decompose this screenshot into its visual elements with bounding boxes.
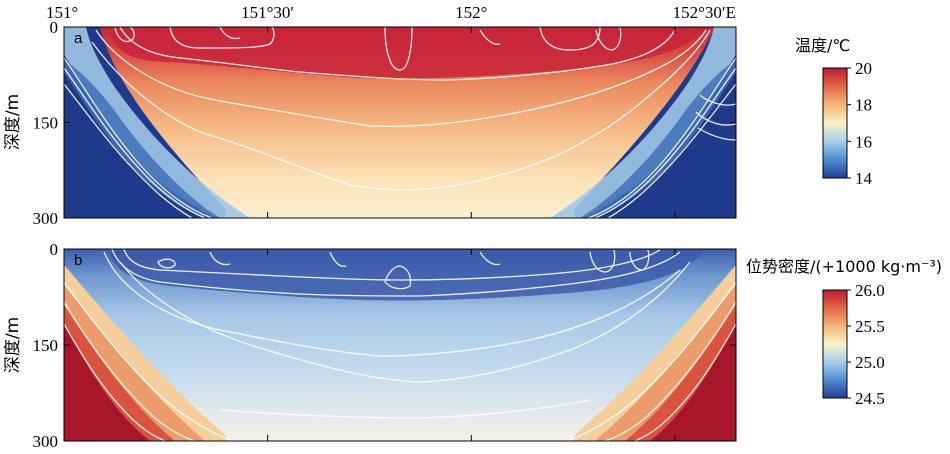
panel-a-letter: a <box>74 30 83 47</box>
panel-a-y-tick-label-1: 150 <box>33 114 59 133</box>
panel-b-y-tick-label-0: 0 <box>50 240 59 259</box>
colorbar-b-tick-label-0: 26.0 <box>855 281 885 300</box>
panel-a-y-tick-label-2: 300 <box>33 209 59 228</box>
colorbar-b-label: 位势密度/(+1000 kg·m⁻³) <box>746 257 942 276</box>
colorbar-b-tick-label-1: 25.5 <box>855 317 885 336</box>
panel-a-ylabel: 深度/m <box>3 94 23 150</box>
colorbar-a-tick-label-3: 20 <box>855 59 872 78</box>
panel-b-contours <box>64 249 736 441</box>
panel-a-field <box>64 27 736 218</box>
colorbar-a-bar <box>822 67 848 179</box>
panel-b-y-tick-label-2: 300 <box>33 432 59 451</box>
colorbar-a: 温度/℃ 14 16 18 20 <box>795 36 873 188</box>
panel-a: 151° 151°30′ 152° 152°30′E 0 150 300 a 深度/m <box>3 3 737 228</box>
colorbar-a-ticks: 14 16 18 20 <box>847 59 873 188</box>
panel-a-contours <box>64 27 736 218</box>
panel-b-ylabel: 深度/m <box>3 317 23 373</box>
panel-b-field <box>64 249 736 441</box>
panel-a-x-tick-label-0: 151° <box>46 3 78 22</box>
panel-b-letter: b <box>74 252 82 269</box>
colorbar-b-tick-label-3: 24.5 <box>855 389 885 408</box>
colorbar-b: 位势密度/(+1000 kg·m⁻³) 26.0 25.5 25.0 24.5 <box>746 257 942 408</box>
panel-b-x-ticks <box>63 249 676 441</box>
panel-b-y-ticks: 0 150 300 <box>33 240 736 451</box>
colorbar-b-tick-label-2: 25.0 <box>855 353 885 372</box>
panel-b-y-tick-label-1: 150 <box>33 336 59 355</box>
colorbar-a-label: 温度/℃ <box>795 36 850 55</box>
colorbar-a-tick-label-0: 14 <box>855 169 873 188</box>
colorbar-b-bar <box>822 289 848 399</box>
panel-a-y-ticks: 0 150 300 <box>33 18 736 228</box>
panel-a-x-tick-label-2: 152° <box>455 3 487 22</box>
panel-a-y-tick-label-0: 0 <box>50 18 59 37</box>
panel-a-x-ticks: 151° 151°30′ 152° 152°30′E <box>46 3 736 218</box>
panel-b: 0 150 300 b 深度/m <box>3 240 737 451</box>
colorbar-a-tick-label-1: 16 <box>855 132 872 151</box>
colorbar-a-tick-label-2: 18 <box>855 96 872 115</box>
panel-a-x-tick-label-3: 152°30′E <box>673 3 736 22</box>
panel-a-x-tick-label-1: 151°30′ <box>241 3 294 22</box>
colorbar-b-ticks: 26.0 25.5 25.0 24.5 <box>847 281 885 408</box>
